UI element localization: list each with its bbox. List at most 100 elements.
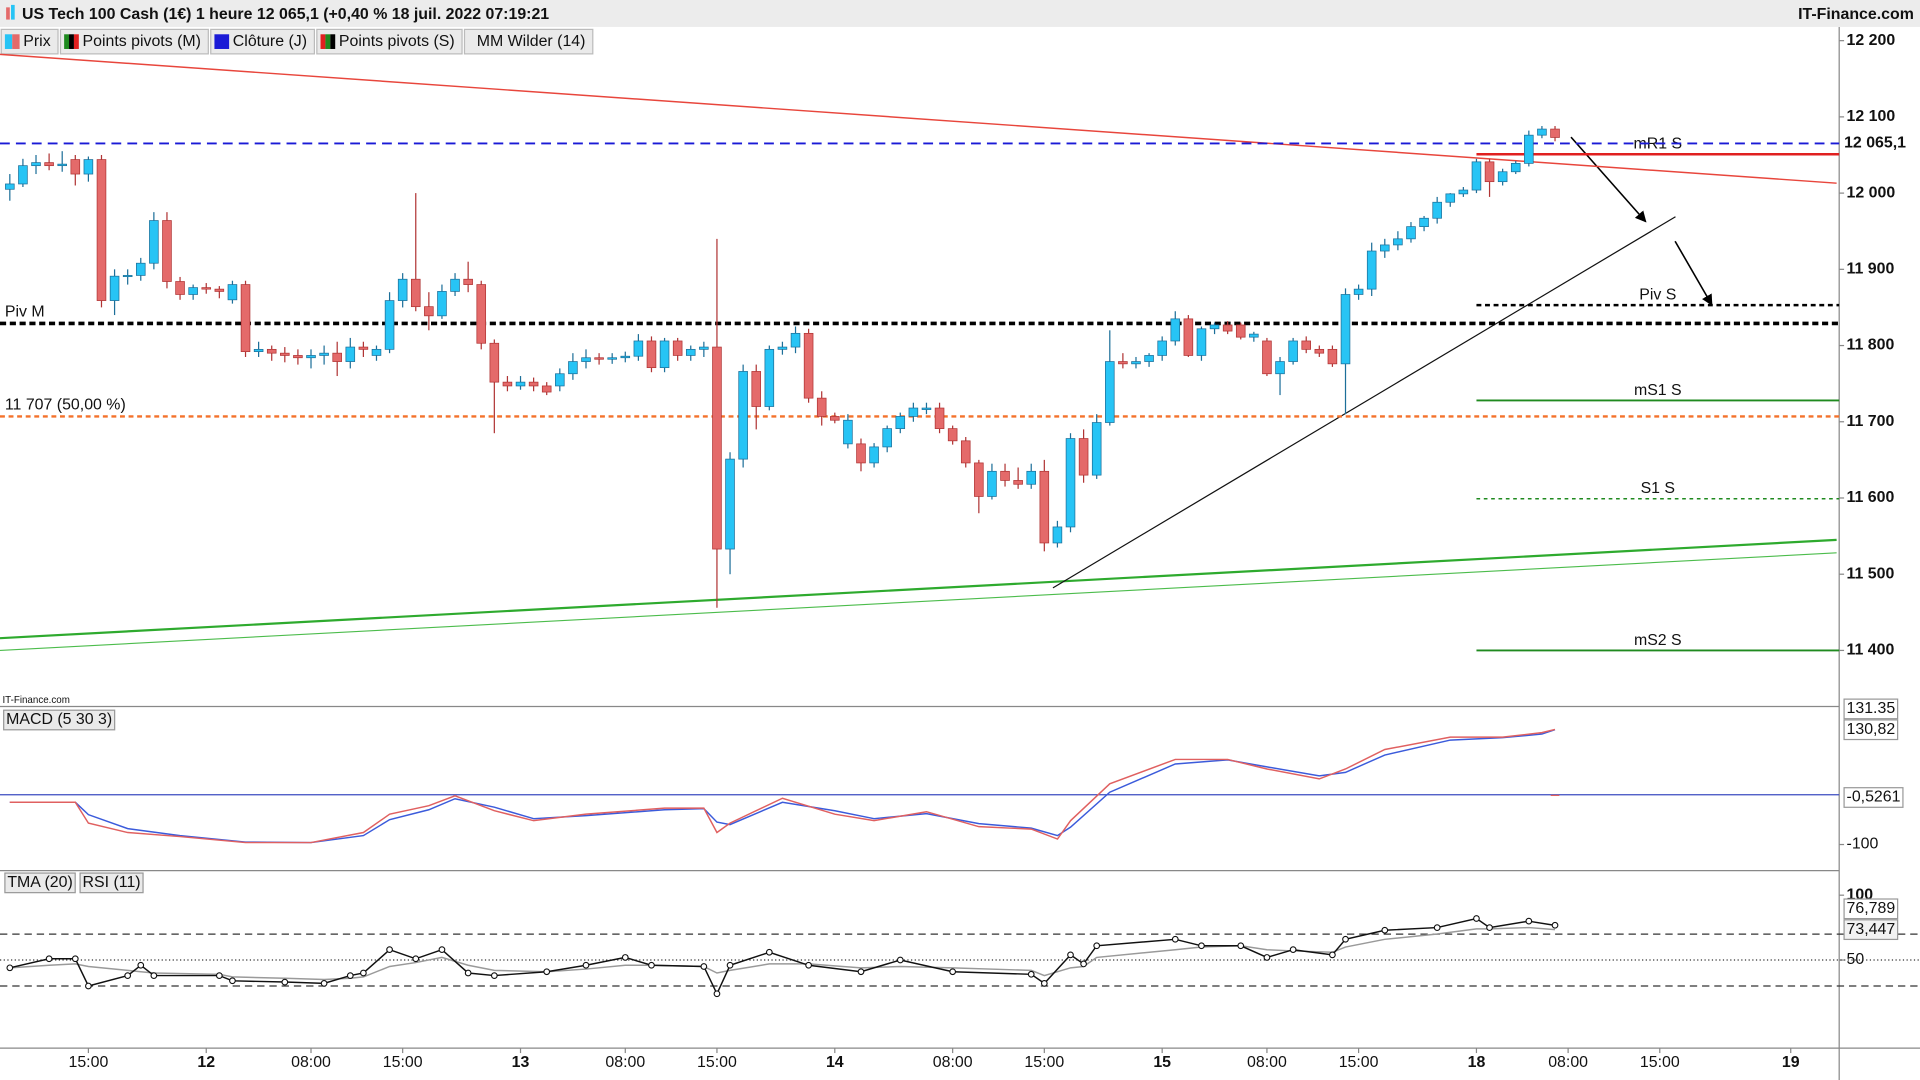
candle-body (882, 428, 892, 448)
candle-body (1484, 161, 1495, 183)
candle-body (1091, 422, 1102, 476)
candle-body (947, 428, 958, 442)
candle-body (83, 159, 94, 175)
candle-body (463, 278, 473, 285)
rsi-point (45, 955, 53, 963)
candle-body (1301, 340, 1311, 350)
candle-body (109, 275, 120, 301)
x-tick-label: 13 (512, 1054, 530, 1071)
candle-body (450, 278, 460, 292)
rsi-point (648, 961, 655, 969)
candle-body (1065, 438, 1076, 528)
rsi-point (582, 961, 590, 969)
indicator-line (9, 728, 1556, 844)
candle-body (541, 385, 552, 393)
legend-icon (330, 34, 336, 49)
candle-body (869, 446, 879, 464)
candle-body (1131, 361, 1141, 365)
candle-body (1118, 361, 1128, 365)
candle-body (830, 416, 840, 421)
x-tick-label: 15:00 (1339, 1054, 1379, 1071)
x-tick-label: 08:00 (1548, 1054, 1588, 1071)
header-title: US Tech 100 Cash (1€) 1 heure 12 065,1 (… (22, 6, 549, 23)
candle-body (908, 407, 919, 417)
candle-body (1235, 324, 1246, 338)
legend-icon (73, 34, 79, 49)
candle-body (646, 340, 657, 369)
trendline (1052, 216, 1676, 589)
rsi-point (1198, 942, 1205, 950)
candle-body (1524, 134, 1534, 164)
x-tick-label: 15:00 (1640, 1054, 1680, 1071)
rsi-point (360, 969, 367, 977)
panel-title: MACD (5 30 3) (6, 711, 112, 728)
rsi-point (386, 946, 393, 954)
candle-body (568, 361, 578, 375)
rsi-point (543, 968, 551, 976)
header-bar (0, 0, 1920, 27)
level-label: Piv S (1639, 287, 1676, 304)
rsi-point (438, 946, 446, 954)
rsi-point (1342, 935, 1349, 943)
rsi-point (713, 990, 721, 998)
rsi-point (1525, 917, 1533, 925)
last-price-box (1840, 132, 1919, 155)
candle-body (70, 159, 81, 175)
candle-body (1340, 294, 1351, 365)
candle-body (1537, 128, 1547, 136)
legend-label: MM Wilder (14) (477, 33, 586, 50)
rsi-point (215, 972, 223, 979)
rsi-point (281, 978, 289, 986)
last-value-label-box (1843, 898, 1899, 920)
candle-body (1052, 526, 1063, 544)
candle-body (934, 407, 945, 429)
candle-body (44, 162, 54, 167)
candle-body (790, 332, 801, 348)
candle-body (319, 352, 329, 356)
candle-body (57, 163, 67, 167)
trendline (0, 538, 1837, 640)
candle-body (960, 440, 971, 464)
x-tick-label: 08:00 (291, 1054, 331, 1071)
candle-body (280, 352, 290, 356)
x-tick-label: 08:00 (1247, 1054, 1287, 1071)
legend-icon (325, 34, 331, 49)
candle-body (1170, 318, 1181, 342)
panel-title-box (3, 709, 116, 731)
last-value-label: 130,82 (1847, 721, 1896, 738)
rsi-point (700, 963, 708, 970)
candle-body (162, 220, 172, 282)
candle-body (1262, 340, 1272, 375)
legend-label: Points pivots (S) (339, 33, 455, 50)
rsi-point (805, 961, 812, 969)
y-tick-label: 11 900 (1847, 261, 1895, 278)
candle-body (410, 278, 421, 308)
x-tick-label: 15:00 (1024, 1054, 1064, 1071)
x-tick-label: 18 (1468, 1054, 1486, 1071)
rsi-point (346, 972, 354, 979)
candle-body (843, 419, 853, 445)
x-tick-label: 14 (826, 1054, 844, 1071)
rsi-point (150, 972, 158, 979)
arrow (1674, 240, 1713, 306)
candle-body (1432, 201, 1442, 219)
x-tick-label: 12 (197, 1054, 215, 1071)
y-tick-label: 11 400 (1847, 642, 1895, 659)
rsi-point (1027, 970, 1035, 978)
candle-body (240, 284, 251, 353)
candle-body (371, 348, 382, 356)
candle-body (1222, 324, 1233, 332)
watermark: IT-Finance.com (2, 695, 69, 706)
x-tick-label: 08:00 (605, 1054, 645, 1071)
candle-body (476, 284, 487, 344)
y-tick-label: 12 200 (1847, 32, 1896, 49)
candle-body (1497, 171, 1508, 183)
rsi-point (621, 954, 629, 961)
candle-body (555, 373, 565, 387)
rsi-point (229, 977, 236, 985)
rsi-point (1473, 915, 1480, 922)
candle-body (293, 355, 303, 359)
panel-legend-box (4, 872, 76, 894)
candle-body (699, 346, 709, 350)
